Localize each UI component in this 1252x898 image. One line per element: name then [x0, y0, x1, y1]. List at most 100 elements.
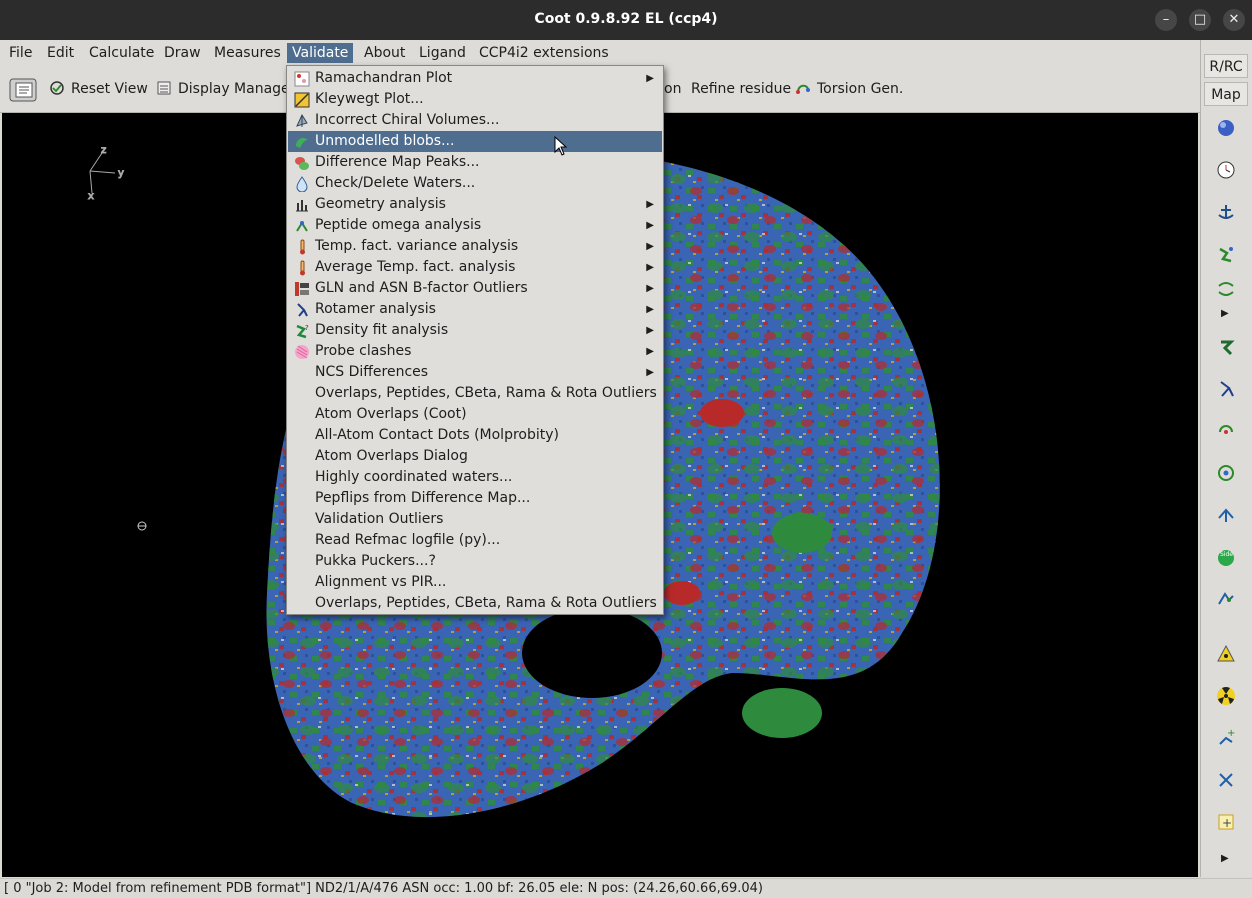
- gln-asn-icon: [295, 282, 309, 296]
- menu-item-ncs-differences[interactable]: NCS Differences ▶: [288, 362, 662, 383]
- menu-item-temp-fact-variance-analysis[interactable]: Temp. fact. variance analysis ▶: [288, 236, 662, 257]
- menu-item-pukka-puckers[interactable]: Pukka Puckers...?: [315, 553, 436, 569]
- menu-item-overlaps-outliers[interactable]: Overlaps, Peptides, CBeta, Rama & Rota O…: [315, 385, 657, 401]
- geometry-icon: [296, 200, 308, 212]
- menu-calculate[interactable]: Calculate: [89, 45, 155, 61]
- menu-item-gln-asn-b-factor-outliers[interactable]: GLN and ASN B-factor Outliers ▶: [288, 278, 662, 299]
- toolbar-truncated-button[interactable]: on: [664, 81, 682, 97]
- add-terminal-icon[interactable]: +: [1215, 811, 1237, 833]
- menu-item-peptide-omega-analysis[interactable]: Peptide omega analysis ▶: [288, 215, 662, 236]
- clock-icon[interactable]: [1215, 159, 1237, 181]
- submenu-arrow-icon: ▶: [646, 199, 654, 210]
- menu-ccp4i2-extensions[interactable]: CCP4i2 extensions: [479, 45, 609, 61]
- menu-bar: File Edit Calculate Draw Measures Valida…: [0, 40, 1200, 65]
- thermometer-icon: [300, 260, 305, 276]
- mouse-cursor-icon: [554, 136, 568, 156]
- rotate-translate-icon[interactable]: [1215, 420, 1237, 442]
- submenu-arrow-icon: ▶: [646, 73, 654, 84]
- menu-item-pepflips-from-difference-map[interactable]: Pepflips from Difference Map...: [315, 490, 531, 506]
- maximize-button[interactable]: □: [1189, 9, 1211, 31]
- reset-view-label: Reset View: [71, 81, 148, 97]
- axis-x-label: x: [88, 191, 94, 202]
- water-drop-icon: [296, 176, 308, 192]
- sphere-icon[interactable]: [1215, 117, 1237, 139]
- torsion-gen-button[interactable]: Torsion Gen.: [795, 79, 903, 99]
- map-button[interactable]: Map: [1204, 82, 1248, 106]
- refine-residue-button[interactable]: Refine residue: [691, 81, 792, 97]
- menu-draw[interactable]: Draw: [164, 45, 201, 61]
- display-manager-button[interactable]: Display Manager: [156, 79, 295, 99]
- kleywegt-icon: [294, 92, 310, 108]
- menu-item-all-atom-contact-dots[interactable]: All-Atom Contact Dots (Molprobity): [315, 427, 559, 443]
- anchor-icon[interactable]: [1215, 201, 1237, 223]
- menu-about[interactable]: About: [364, 45, 406, 61]
- more-tools-arrow-icon[interactable]: ▶: [1221, 853, 1229, 864]
- radiation-icon[interactable]: [1215, 685, 1237, 707]
- auto-fit-icon[interactable]: [1215, 462, 1237, 484]
- regularize-icon[interactable]: [1215, 278, 1237, 300]
- submenu-arrow-icon: ▶: [646, 367, 654, 378]
- density-fit-icon: ?: [296, 324, 309, 339]
- submenu-arrow-icon: ▶: [646, 304, 654, 315]
- add-atom-icon[interactable]: [1215, 643, 1237, 665]
- display-manager-icon: [157, 81, 171, 95]
- menu-item-geometry-analysis[interactable]: Geometry analysis ▶: [288, 194, 662, 215]
- rrc-button[interactable]: R/RC: [1204, 54, 1248, 78]
- menu-ligand[interactable]: Ligand: [419, 45, 466, 61]
- svg-text:+: +: [1227, 728, 1235, 739]
- menu-item-check-delete-waters[interactable]: Check/Delete Waters...: [288, 173, 662, 194]
- menu-item-read-refmac-logfile[interactable]: Read Refmac logfile (py)...: [315, 532, 501, 548]
- toolbar-file-button[interactable]: [7, 75, 39, 105]
- menu-item-rotamer-analysis[interactable]: Rotamer analysis ▶: [288, 299, 662, 320]
- menu-item-ramachandran-plot[interactable]: Ramachandran Plot ▶: [288, 68, 662, 89]
- menu-item-kleywegt-plot[interactable]: Kleywegt Plot...: [288, 89, 662, 110]
- edit-chi-icon[interactable]: [1215, 588, 1237, 610]
- close-button[interactable]: ✕: [1223, 9, 1245, 31]
- omega-icon: [296, 221, 308, 232]
- menu-item-overlaps-outliers-2[interactable]: Overlaps, Peptides, CBeta, Rama & Rota O…: [315, 595, 657, 611]
- maximize-icon: □: [1193, 12, 1207, 27]
- submenu-arrow-icon: ▶: [646, 346, 654, 357]
- menu-file[interactable]: File: [9, 45, 33, 61]
- menu-item-atom-overlaps-coot[interactable]: Atom Overlaps (Coot): [315, 406, 467, 422]
- right-toolbar: R/RC Map ▶ Side + + ▶: [1200, 40, 1252, 877]
- menu-item-unmodelled-blobs[interactable]: Unmodelled blobs...: [288, 131, 662, 152]
- refine-icon[interactable]: [1215, 243, 1237, 265]
- axis-y-label: y: [118, 168, 124, 179]
- menu-validate[interactable]: Validate: [287, 43, 354, 63]
- menu-measures[interactable]: Measures: [214, 45, 281, 61]
- title-bar: Coot 0.9.8.92 EL (ccp4) – □ ✕: [0, 0, 1252, 40]
- delete-residue-icon[interactable]: [1215, 769, 1237, 791]
- reset-view-icon: [50, 81, 64, 95]
- menu-item-incorrect-chiral-volumes[interactable]: Incorrect Chiral Volumes...: [288, 110, 662, 131]
- menu-item-probe-clashes[interactable]: Probe clashes ▶: [288, 341, 662, 362]
- status-bar: [ 0 "Job 2: Model from refinement PDB fo…: [0, 878, 1252, 898]
- menu-item-validation-outliers[interactable]: Validation Outliers: [315, 511, 444, 527]
- minimize-button[interactable]: –: [1155, 9, 1177, 31]
- reset-view-button[interactable]: Reset View: [49, 79, 148, 99]
- axis-z-label: z: [101, 145, 106, 156]
- menu-item-atom-overlaps-dialog[interactable]: Atom Overlaps Dialog: [315, 448, 468, 464]
- svg-text:Side: Side: [1220, 551, 1233, 558]
- menu-item-density-fit-analysis[interactable]: ? Density fit analysis ▶: [288, 320, 662, 341]
- ramachandran-icon: [294, 71, 310, 87]
- document-icon: [9, 78, 37, 102]
- flip-peptide-icon[interactable]: [1215, 504, 1237, 526]
- add-residue-icon[interactable]: +: [1215, 727, 1237, 749]
- menu-edit[interactable]: Edit: [47, 45, 75, 61]
- rotamer-tool-icon[interactable]: [1215, 378, 1237, 400]
- peaks-icon: [295, 157, 309, 170]
- rigid-body-icon[interactable]: [1215, 336, 1237, 358]
- svg-text:+: +: [1222, 816, 1232, 830]
- blob-icon: [296, 138, 308, 148]
- side-chain-icon[interactable]: Side: [1215, 546, 1237, 568]
- submenu-arrow-icon: ▶: [646, 241, 654, 252]
- menu-item-difference-map-peaks[interactable]: Difference Map Peaks...: [288, 152, 662, 173]
- menu-item-average-temp-fact-analysis[interactable]: Average Temp. fact. analysis ▶: [288, 257, 662, 278]
- rotamer-icon: [297, 303, 308, 317]
- probe-icon: [295, 345, 309, 359]
- expand-arrow-icon[interactable]: ▶: [1221, 308, 1229, 319]
- menu-item-alignment-vs-pir[interactable]: Alignment vs PIR...: [315, 574, 447, 590]
- close-icon: ✕: [1228, 12, 1240, 27]
- menu-item-highly-coordinated-waters[interactable]: Highly coordinated waters...: [315, 469, 513, 485]
